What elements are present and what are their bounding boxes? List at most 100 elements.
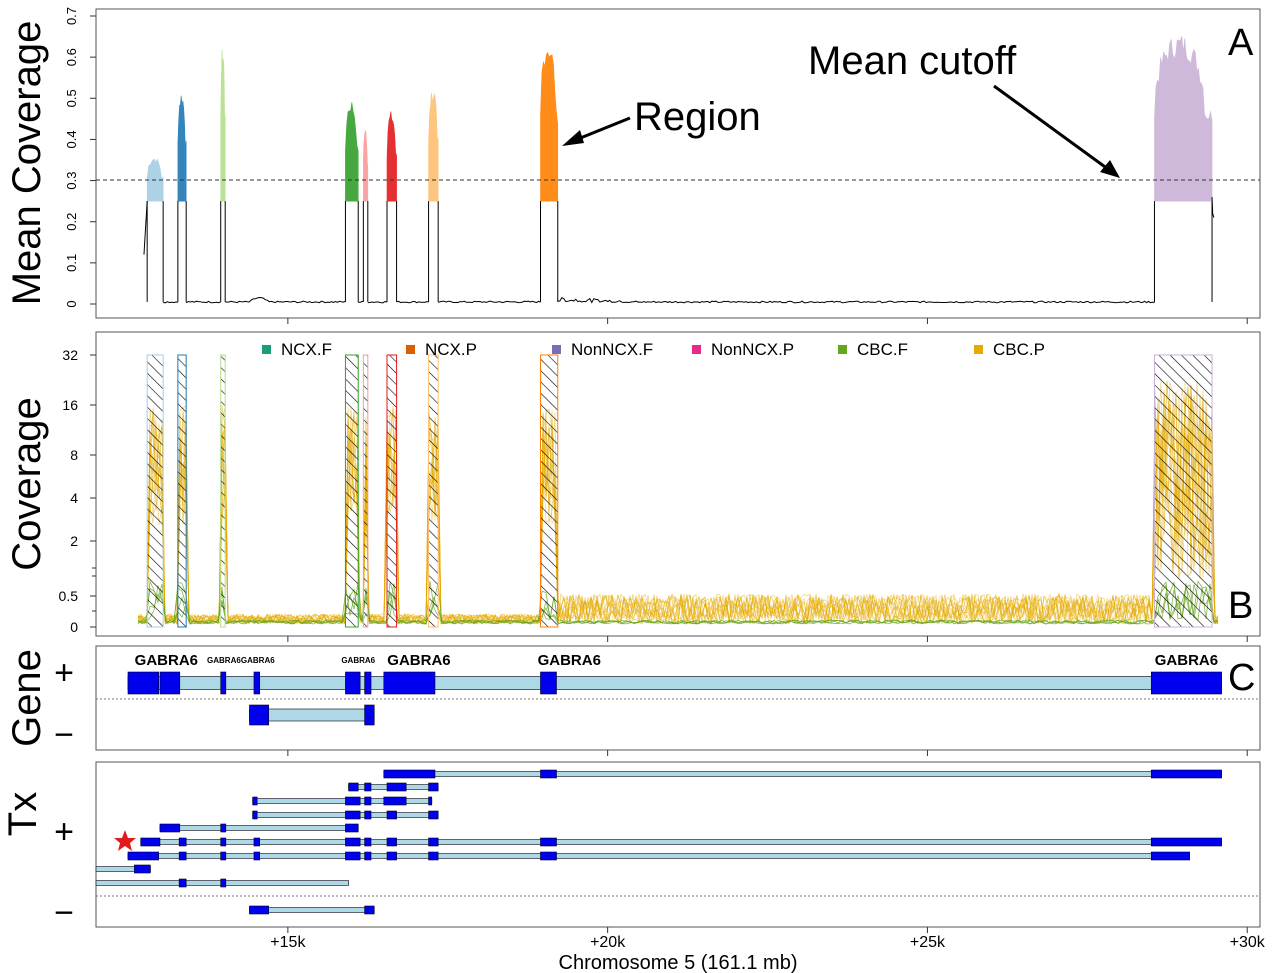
transcript-exon — [364, 837, 372, 847]
region-arrowhead — [562, 130, 584, 146]
transcript-exon — [386, 837, 397, 847]
region-hatch — [1153, 354, 1213, 628]
region-hatch — [177, 354, 187, 628]
sample-coverage-trace — [137, 390, 1219, 625]
transcript-exon — [220, 851, 227, 861]
transcript-exon — [428, 810, 439, 820]
transcript-exon — [159, 823, 181, 833]
transcript-exon — [178, 837, 187, 847]
gene-plus-exon — [364, 671, 372, 695]
legend-label: CBC.F — [857, 340, 908, 359]
region-box — [386, 354, 398, 628]
mean-cutoff-arrowhead — [1100, 160, 1120, 178]
panel-tx-transcripts — [95, 769, 1222, 915]
selected-transcript-star — [114, 830, 136, 851]
sample-coverage-trace — [137, 385, 1219, 626]
sample-coverage-trace — [137, 380, 1219, 625]
transcript-intron — [383, 771, 1222, 777]
region-hatch — [539, 354, 559, 628]
mean-coverage-line-end — [1211, 197, 1215, 218]
transcript-exon — [253, 837, 261, 847]
gene-plus-exon — [383, 671, 436, 695]
coverage-region — [220, 49, 226, 202]
x-tick-label: +15k — [270, 934, 306, 951]
sample-coverage-trace-cbcf — [137, 580, 1219, 625]
transcript-exon — [1150, 837, 1222, 847]
gene-label: GABRA6 — [387, 652, 450, 669]
a-ytick-label: 0.1 — [64, 254, 79, 272]
region-box — [344, 354, 359, 628]
panel-b-y-axis: 0 0.5 2 4 8 16 32 — [59, 347, 96, 635]
panel-a-frame — [95, 8, 1261, 319]
legend-swatch — [406, 345, 415, 354]
gene-label: GABRA6 — [341, 656, 375, 665]
coverage-region — [1154, 35, 1213, 202]
transcript-exon — [364, 782, 372, 792]
b-ytick-label: 16 — [62, 397, 78, 413]
legend-swatch — [262, 345, 271, 354]
transcript-exon — [220, 837, 227, 847]
coverage-region — [386, 111, 397, 202]
gene-label: GABRA6 — [241, 656, 275, 665]
tx-minus-strand-label: − — [54, 894, 74, 932]
a-ytick-label: 0.4 — [64, 130, 79, 148]
panel-b-coverage-traces — [137, 380, 1219, 626]
transcript-exon — [178, 878, 187, 888]
x-axis: +15k +20k +25k +30k — [270, 318, 1266, 951]
b-ytick-label: 4 — [70, 490, 78, 506]
sample-coverage-trace — [137, 394, 1219, 625]
b-ytick-label: 32 — [62, 347, 78, 363]
x-tick-label: +30k — [1230, 934, 1266, 951]
transcript-exon — [383, 769, 436, 779]
region-annotation: Region — [634, 95, 761, 139]
legend-label: NonNCX.F — [571, 340, 653, 359]
transcript-exon — [364, 851, 372, 861]
mean-coverage-line — [163, 296, 1155, 304]
transcript-exon — [345, 837, 361, 847]
panel-b-frame — [95, 331, 1261, 637]
panel-b-ylabel: Coverage — [5, 397, 49, 570]
legend-label: NCX.P — [425, 340, 477, 359]
transcript-exon — [428, 796, 433, 806]
transcript-exon — [345, 823, 359, 833]
transcript-intron — [127, 853, 1190, 859]
panel-c-ylabel: Gene — [5, 649, 49, 747]
coverage-region — [428, 92, 439, 202]
coverage-region — [177, 95, 187, 202]
gene-plus-exon — [127, 671, 159, 695]
panel-tx-frame — [95, 761, 1261, 928]
gene-minus-strand-label: − — [54, 716, 74, 754]
sample-coverage-trace — [137, 381, 1219, 625]
gene-plus-exon — [159, 671, 181, 695]
transcript-exon — [220, 823, 227, 833]
transcript-intron — [140, 839, 1222, 845]
sample-coverage-trace — [137, 382, 1219, 625]
legend-label: CBC.P — [993, 340, 1045, 359]
x-tick-label: +20k — [590, 934, 626, 951]
legend-swatch — [692, 345, 701, 354]
transcript-exon — [1150, 851, 1190, 861]
region-hatch — [362, 354, 369, 628]
gene-minus-exon — [364, 704, 375, 726]
mean-coverage-line-start — [143, 201, 148, 255]
panel-tx-ylabel: Tx — [1, 792, 45, 836]
gene-plus-strand-label: + — [54, 654, 74, 692]
transcript-exon — [540, 837, 557, 847]
panel-a-ylabel: Mean Coverage — [5, 21, 49, 306]
transcript-exon — [348, 782, 359, 792]
legend-swatch — [552, 345, 561, 354]
transcript-exon — [364, 810, 372, 820]
sample-coverage-trace — [137, 380, 1219, 625]
b-ytick-label: 0.5 — [59, 588, 79, 604]
gene-plus-exon — [220, 671, 227, 695]
panel-c-genes — [127, 671, 1222, 726]
transcript-exon — [249, 905, 269, 915]
a-ytick-label: 0.2 — [64, 213, 79, 231]
gene-label: GABRA6 — [135, 652, 198, 669]
region-box — [177, 354, 187, 628]
transcript-exon — [253, 851, 261, 861]
x-axis-label: Chromosome 5 (161.1 mb) — [559, 952, 798, 973]
b-ytick-label: 0 — [70, 619, 78, 635]
gene-label: GABRA6 — [538, 652, 601, 669]
coverage-region — [363, 130, 369, 202]
